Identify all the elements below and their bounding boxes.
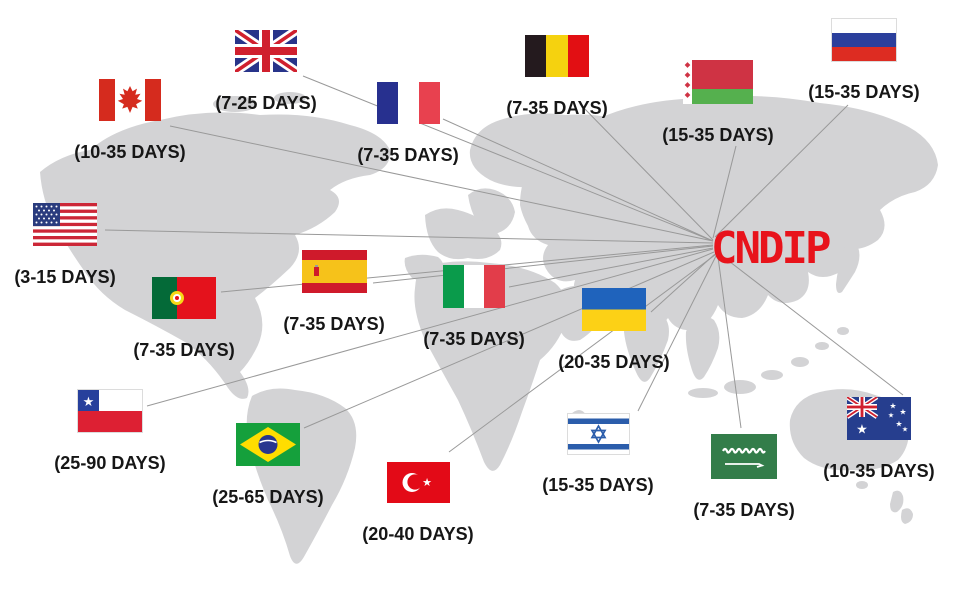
svg-text:★: ★ [856, 422, 868, 437]
route-line [717, 256, 742, 429]
destination-united-kingdom: (7-25 DAYS) [191, 30, 341, 114]
days-label: (15-35 DAYS) [808, 82, 920, 102]
destination-russia: (15-35 DAYS) [789, 18, 939, 103]
route-line [146, 248, 714, 407]
destination-ukraine: (20-35 DAYS) [539, 288, 689, 373]
days-label: (10-35 DAYS) [74, 142, 186, 162]
svg-text:★: ★ [422, 477, 432, 489]
svg-text:★: ★ [899, 408, 906, 417]
destination-france: (7-35 DAYS) [333, 82, 483, 166]
days-label: (3-15 DAYS) [14, 267, 116, 287]
destination-usa: (3-15 DAYS) [0, 203, 140, 288]
route-line [720, 254, 904, 396]
israel-flag-icon [566, 413, 630, 455]
route-line [303, 251, 715, 429]
days-label: (20-35 DAYS) [558, 352, 670, 372]
belarus-flag-icon [683, 60, 753, 104]
portugal-flag-icon [152, 277, 216, 319]
canada-flag-icon [99, 79, 161, 121]
destination-chile: ★ (25-90 DAYS) [35, 389, 185, 474]
chile-flag-icon: ★ [77, 389, 143, 433]
destination-saudi-arabia: (7-35 DAYS) [669, 434, 819, 521]
route-line [448, 254, 716, 453]
turkey-flag-icon: ★ [386, 462, 450, 503]
route-line [372, 245, 714, 284]
svg-text:★: ★ [83, 394, 95, 409]
days-label: (10-35 DAYS) [823, 461, 935, 481]
destination-brazil: (25-65 DAYS) [193, 423, 343, 508]
destination-spain: (7-35 DAYS) [259, 250, 409, 335]
destination-belgium: (7-35 DAYS) [482, 35, 632, 119]
days-label: (20-40 DAYS) [362, 524, 474, 544]
route-line [714, 104, 849, 238]
brand-origin-label: CNDIP [711, 223, 831, 274]
spain-flag-icon [301, 250, 367, 293]
destination-australia: ★ ★ ★ ★ ★ ★ (10-35 DAYS) [804, 397, 954, 482]
route-line [712, 145, 737, 239]
route-line [579, 103, 714, 241]
route-line [169, 125, 714, 242]
france-flag-icon [376, 82, 440, 124]
days-label: (7-35 DAYS) [423, 329, 525, 349]
svg-text:★: ★ [895, 420, 902, 429]
belgium-flag-icon [525, 35, 589, 77]
russia-flag-icon [831, 18, 897, 62]
days-label: (7-35 DAYS) [133, 340, 235, 360]
route-line [637, 255, 717, 412]
united-kingdom-flag-icon [235, 30, 297, 72]
svg-text:★: ★ [889, 402, 896, 411]
saudi-arabia-flag-icon [711, 434, 777, 479]
brazil-flag-icon [236, 423, 300, 466]
days-label: (7-35 DAYS) [357, 145, 459, 165]
italy-flag-icon [443, 265, 505, 308]
destination-canada: (10-35 DAYS) [55, 79, 205, 163]
days-label: (25-90 DAYS) [54, 453, 166, 473]
route-line [302, 75, 714, 242]
destination-italy: (7-35 DAYS) [399, 265, 549, 350]
days-label: (7-35 DAYS) [693, 500, 795, 520]
route-line [650, 253, 716, 313]
route-line [442, 118, 714, 242]
destination-israel: (15-35 DAYS) [523, 413, 673, 496]
usa-flag-icon [33, 203, 97, 246]
destination-turkey: ★ (20-40 DAYS) [343, 462, 493, 545]
svg-text:★: ★ [888, 412, 894, 420]
days-label: (7-35 DAYS) [283, 314, 385, 334]
destination-belarus: (15-35 DAYS) [643, 60, 793, 146]
australia-flag-icon: ★ ★ ★ ★ ★ ★ [847, 397, 911, 440]
days-label: (7-35 DAYS) [506, 98, 608, 118]
ukraine-flag-icon [582, 288, 646, 331]
days-label: (7-25 DAYS) [215, 93, 317, 113]
route-line [104, 229, 714, 244]
days-label: (15-35 DAYS) [542, 475, 654, 495]
days-label: (25-65 DAYS) [212, 487, 324, 507]
days-label: (15-35 DAYS) [662, 125, 774, 145]
destination-portugal: (7-35 DAYS) [109, 277, 259, 361]
route-line [508, 247, 714, 288]
svg-text:★: ★ [902, 426, 908, 434]
